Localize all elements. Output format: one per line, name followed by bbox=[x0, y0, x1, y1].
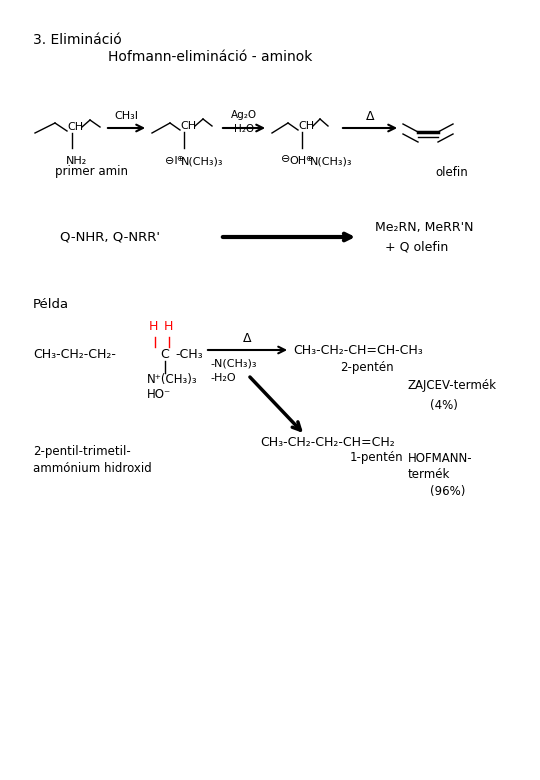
Text: HOFMANN-: HOFMANN- bbox=[408, 452, 472, 465]
Text: OH: OH bbox=[289, 156, 306, 166]
Text: HO⁻: HO⁻ bbox=[147, 388, 171, 402]
Text: Ag₂O: Ag₂O bbox=[231, 110, 257, 120]
Text: ZAJCEV-termék: ZAJCEV-termék bbox=[408, 380, 497, 392]
Text: CH: CH bbox=[298, 121, 314, 131]
Text: H₂O: H₂O bbox=[234, 124, 254, 134]
Text: Példa: Példa bbox=[33, 299, 69, 311]
Text: -N(CH₃)₃: -N(CH₃)₃ bbox=[210, 359, 256, 369]
Text: CH₃-CH₂-CH₂-CH=CH₂: CH₃-CH₂-CH₂-CH=CH₂ bbox=[260, 435, 395, 448]
Text: CH: CH bbox=[180, 121, 196, 131]
Text: Me₂RN, MeRR'N: Me₂RN, MeRR'N bbox=[375, 221, 474, 233]
Text: (96%): (96%) bbox=[430, 485, 465, 498]
Text: (4%): (4%) bbox=[430, 399, 458, 412]
Text: ⊕: ⊕ bbox=[305, 154, 312, 163]
Text: 1-pentén: 1-pentén bbox=[350, 452, 403, 465]
Text: -CH₃: -CH₃ bbox=[175, 349, 202, 361]
Text: 2-pentén: 2-pentén bbox=[340, 361, 394, 374]
Text: primer amin: primer amin bbox=[55, 165, 128, 179]
Text: H: H bbox=[163, 321, 173, 334]
Text: Hofmann-elimináció - aminok: Hofmann-elimináció - aminok bbox=[108, 50, 312, 64]
Text: CH₃-CH₂-CH=CH-CH₃: CH₃-CH₂-CH=CH-CH₃ bbox=[293, 343, 423, 356]
Text: C: C bbox=[160, 349, 170, 361]
Text: ⊕: ⊕ bbox=[176, 154, 183, 163]
Text: Δ: Δ bbox=[243, 332, 251, 345]
Text: olefin: olefin bbox=[435, 165, 468, 179]
Text: CH: CH bbox=[67, 122, 83, 132]
Text: 2-pentil-trimetil-: 2-pentil-trimetil- bbox=[33, 445, 131, 459]
Text: -H₂O: -H₂O bbox=[210, 373, 235, 383]
Text: 3. Elimináció: 3. Elimináció bbox=[33, 33, 122, 47]
Text: N(CH₃)₃: N(CH₃)₃ bbox=[310, 156, 353, 166]
Text: NH₂: NH₂ bbox=[66, 156, 87, 166]
Text: Δ: Δ bbox=[366, 109, 374, 122]
Text: H: H bbox=[148, 321, 158, 334]
Text: CH₃I: CH₃I bbox=[114, 111, 138, 121]
Text: + Q olefin: + Q olefin bbox=[385, 240, 448, 254]
Text: ⊖I: ⊖I bbox=[165, 156, 178, 166]
Text: CH₃-CH₂-CH₂-: CH₃-CH₂-CH₂- bbox=[33, 349, 116, 361]
Text: ammónium hidroxid: ammónium hidroxid bbox=[33, 462, 152, 474]
Text: termék: termék bbox=[408, 467, 450, 480]
Text: Q-NHR, Q-NRR': Q-NHR, Q-NRR' bbox=[60, 231, 160, 243]
Text: N(CH₃)₃: N(CH₃)₃ bbox=[181, 156, 224, 166]
Text: ⊖: ⊖ bbox=[281, 154, 291, 164]
Text: N⁺(CH₃)₃: N⁺(CH₃)₃ bbox=[147, 374, 198, 387]
